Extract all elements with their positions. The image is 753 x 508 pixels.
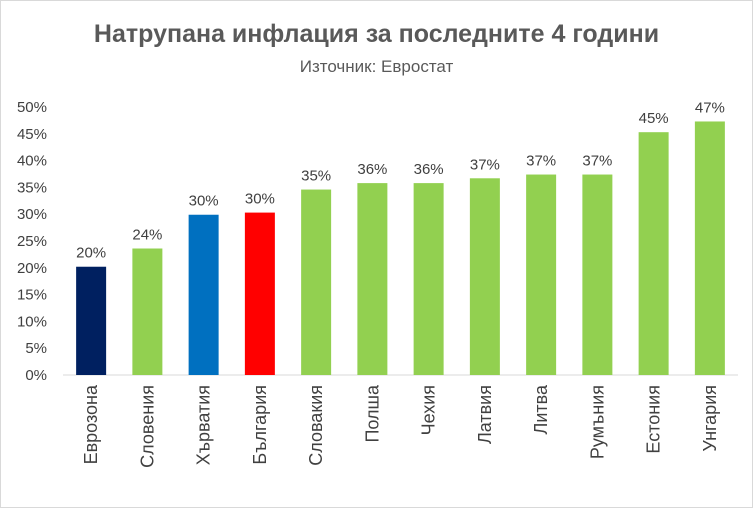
x-tick-label: Унгария (700, 385, 720, 452)
data-label: 35% (301, 168, 331, 185)
y-tick-label: 5% (25, 340, 47, 357)
x-tick-label: Еврозона (81, 384, 101, 464)
x-tick-label: Полша (362, 384, 382, 442)
y-tick-label: 20% (17, 260, 47, 277)
x-tick-label: Румъния (587, 385, 607, 459)
data-label: 37% (470, 156, 500, 173)
bar (526, 174, 557, 375)
data-label: 45% (639, 110, 669, 127)
bar (582, 174, 613, 375)
bar (132, 248, 163, 375)
y-tick-label: 50% (17, 99, 47, 116)
y-tick-label: 40% (17, 153, 47, 170)
bar (638, 132, 669, 375)
y-tick-label: 30% (17, 206, 47, 223)
data-label: 30% (189, 193, 219, 210)
x-tick-label: Хърватия (194, 385, 214, 465)
x-tick-label: Словения (137, 385, 157, 468)
x-tick-label: Литва (531, 384, 551, 434)
x-tick-label: Чехия (419, 385, 439, 435)
data-label: 47% (695, 99, 725, 116)
data-label: 24% (132, 227, 162, 244)
y-tick-label: 25% (17, 233, 47, 250)
bar (244, 212, 275, 375)
data-label: 36% (414, 161, 444, 178)
x-tick-label: България (250, 385, 270, 465)
bar (188, 214, 219, 375)
data-label: 37% (582, 153, 612, 170)
y-tick-label: 45% (17, 126, 47, 143)
data-label: 36% (357, 161, 387, 178)
bar (469, 178, 500, 375)
y-tick-label: 10% (17, 313, 47, 330)
bar (357, 183, 388, 375)
bar (413, 183, 444, 375)
x-tick-label: Словакия (306, 385, 326, 466)
bar (694, 121, 725, 375)
y-tick-label: 15% (17, 287, 47, 304)
data-label: 20% (76, 245, 106, 262)
x-tick-label: Естония (644, 385, 664, 454)
chart-subtitle: Източник: Евростат (299, 57, 454, 76)
chart-title: Натрупана инфлация за последните 4 годин… (93, 20, 660, 48)
y-tick-label: 0% (25, 367, 47, 384)
data-label: 37% (526, 153, 556, 170)
y-tick-label: 35% (17, 179, 47, 196)
x-tick-label: Латвия (475, 385, 495, 444)
data-label: 30% (245, 191, 275, 208)
bar (76, 266, 107, 375)
bar (301, 189, 332, 375)
